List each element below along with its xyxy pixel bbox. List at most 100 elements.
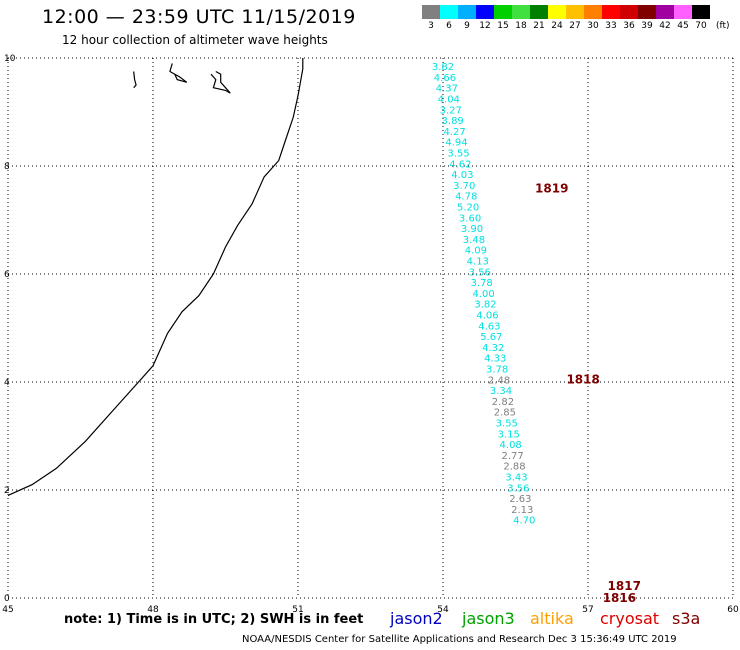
- colorbar-label: 39: [641, 21, 653, 31]
- colorbar-swatch: [512, 5, 530, 19]
- wave-height-value: 3.60: [459, 213, 481, 224]
- x-tick-label: 54: [437, 605, 449, 615]
- wave-height-value: 4.33: [484, 354, 506, 365]
- colorbar-swatch: [584, 5, 602, 19]
- time-label: 1816: [603, 591, 636, 605]
- credit-line: NOAA/NESDIS Center for Satellite Applica…: [242, 634, 677, 645]
- colorbar-swatch: [458, 5, 476, 19]
- wave-height-value: 4.06: [476, 311, 498, 322]
- mission-jason2: jason2: [390, 609, 443, 628]
- x-tick-label: 57: [582, 605, 593, 615]
- colorbar-label: 6: [446, 21, 452, 31]
- wave-height-value: 2.88: [503, 462, 525, 473]
- x-tick-label: 48: [147, 605, 159, 615]
- map-title: 12:00 — 23:59 UTC 11/15/2019: [42, 6, 356, 28]
- colorbar: [422, 5, 710, 19]
- colorbar-swatch: [692, 5, 710, 19]
- wave-height-value: 4.08: [500, 440, 522, 451]
- wave-height-value: 2.48: [488, 375, 510, 386]
- wave-height-value: 5.20: [457, 203, 479, 214]
- wave-height-value: 3.78: [486, 365, 508, 376]
- colorbar-swatch: [638, 5, 656, 19]
- colorbar-label: 30: [587, 21, 599, 31]
- wave-height-value: 3.70: [453, 181, 475, 192]
- map-subtitle: 12 hour collection of altimeter wave hei…: [62, 33, 328, 47]
- colorbar-label: 3: [428, 21, 434, 31]
- y-tick-label: 4: [4, 378, 10, 388]
- colorbar-label: 70: [695, 21, 707, 31]
- colorbar-swatch: [422, 5, 440, 19]
- time-label: 1819: [535, 182, 568, 196]
- colorbar-label: 42: [659, 21, 671, 31]
- y-tick-label: 6: [4, 270, 10, 280]
- colorbar-swatch: [566, 5, 584, 19]
- wave-height-value: 2.82: [492, 397, 514, 408]
- wave-height-value: 2.85: [494, 408, 516, 419]
- wave-height-value: 4.03: [451, 170, 473, 181]
- wave-height-value: 2.13: [511, 505, 533, 516]
- colorbar-label: 24: [551, 21, 563, 31]
- colorbar-label: 33: [605, 21, 617, 31]
- y-tick-label: 2: [4, 486, 10, 496]
- colorbar-label: 21: [533, 21, 545, 31]
- time-label: 1817: [608, 579, 641, 593]
- colorbar-swatch: [602, 5, 620, 19]
- wave-height-value: 3.56: [469, 267, 491, 278]
- island-outline: [169, 63, 188, 83]
- wave-height-value: 4.00: [472, 289, 494, 300]
- colorbar-label: 36: [623, 21, 635, 31]
- colorbar-label: 27: [569, 21, 581, 31]
- colorbar-swatch: [548, 5, 566, 19]
- wave-height-value: 3.48: [463, 235, 485, 246]
- wave-height-value: 3.55: [447, 149, 469, 160]
- wave-height-value: 3.56: [507, 483, 529, 494]
- x-tick-label: 45: [2, 605, 13, 615]
- wave-height-value: 3.34: [490, 386, 512, 397]
- wave-height-value: 5.67: [480, 332, 502, 343]
- mission-jason3: jason3: [462, 609, 515, 628]
- colorbar-label: 18: [515, 21, 527, 31]
- wave-height-value: 4.37: [436, 84, 458, 95]
- mission-cryosat: cryosat: [600, 609, 660, 628]
- wave-height-value: 3.89: [442, 116, 464, 127]
- colorbar-label: 15: [497, 21, 509, 31]
- wave-height-value: 4.94: [445, 138, 467, 149]
- colorbar-label: 12: [479, 21, 491, 31]
- y-tick-label: 10: [4, 54, 16, 64]
- wave-height-value: 3.82: [432, 62, 454, 73]
- wave-height-value: 3.78: [471, 278, 493, 289]
- y-tick-label: 8: [4, 162, 10, 172]
- wave-height-value: 4.27: [443, 127, 465, 138]
- colorbar-swatch: [494, 5, 512, 19]
- colorbar-label: 9: [464, 21, 470, 31]
- time-label: 1818: [566, 372, 599, 386]
- wave-height-value: 4.70: [513, 516, 535, 527]
- colorbar-swatch: [530, 5, 548, 19]
- colorbar-swatch: [656, 5, 674, 19]
- colorbar-swatch: [620, 5, 638, 19]
- wave-height-value: 3.55: [496, 419, 518, 430]
- colorbar-unit: (ft): [716, 21, 730, 31]
- footer-note: note: 1) Time is in UTC; 2) SWH is in fe…: [64, 612, 364, 627]
- x-tick-label: 51: [292, 605, 303, 615]
- colorbar-label: 45: [677, 21, 689, 31]
- island-outline: [133, 71, 137, 89]
- wave-height-value: 4.13: [467, 257, 489, 268]
- wave-height-value: 4.63: [478, 321, 500, 332]
- wave-height-value: 3.27: [440, 105, 462, 116]
- wave-height-value: 4.32: [482, 343, 504, 354]
- wave-height-value: 3.15: [498, 429, 520, 440]
- colorbar-swatch: [674, 5, 692, 19]
- mission-s3a: s3a: [672, 609, 701, 628]
- wave-height-value: 4.09: [465, 246, 487, 257]
- x-tick-label: 60: [727, 605, 739, 615]
- coastline: [7, 58, 304, 496]
- wave-height-value: 4.62: [449, 159, 471, 170]
- wave-height-value: 4.66: [434, 73, 456, 84]
- colorbar-swatch: [476, 5, 494, 19]
- wave-height-value: 3.90: [461, 224, 483, 235]
- colorbar-swatch: [440, 5, 458, 19]
- wave-height-value: 3.43: [505, 473, 527, 484]
- wave-height-value: 2.77: [501, 451, 523, 462]
